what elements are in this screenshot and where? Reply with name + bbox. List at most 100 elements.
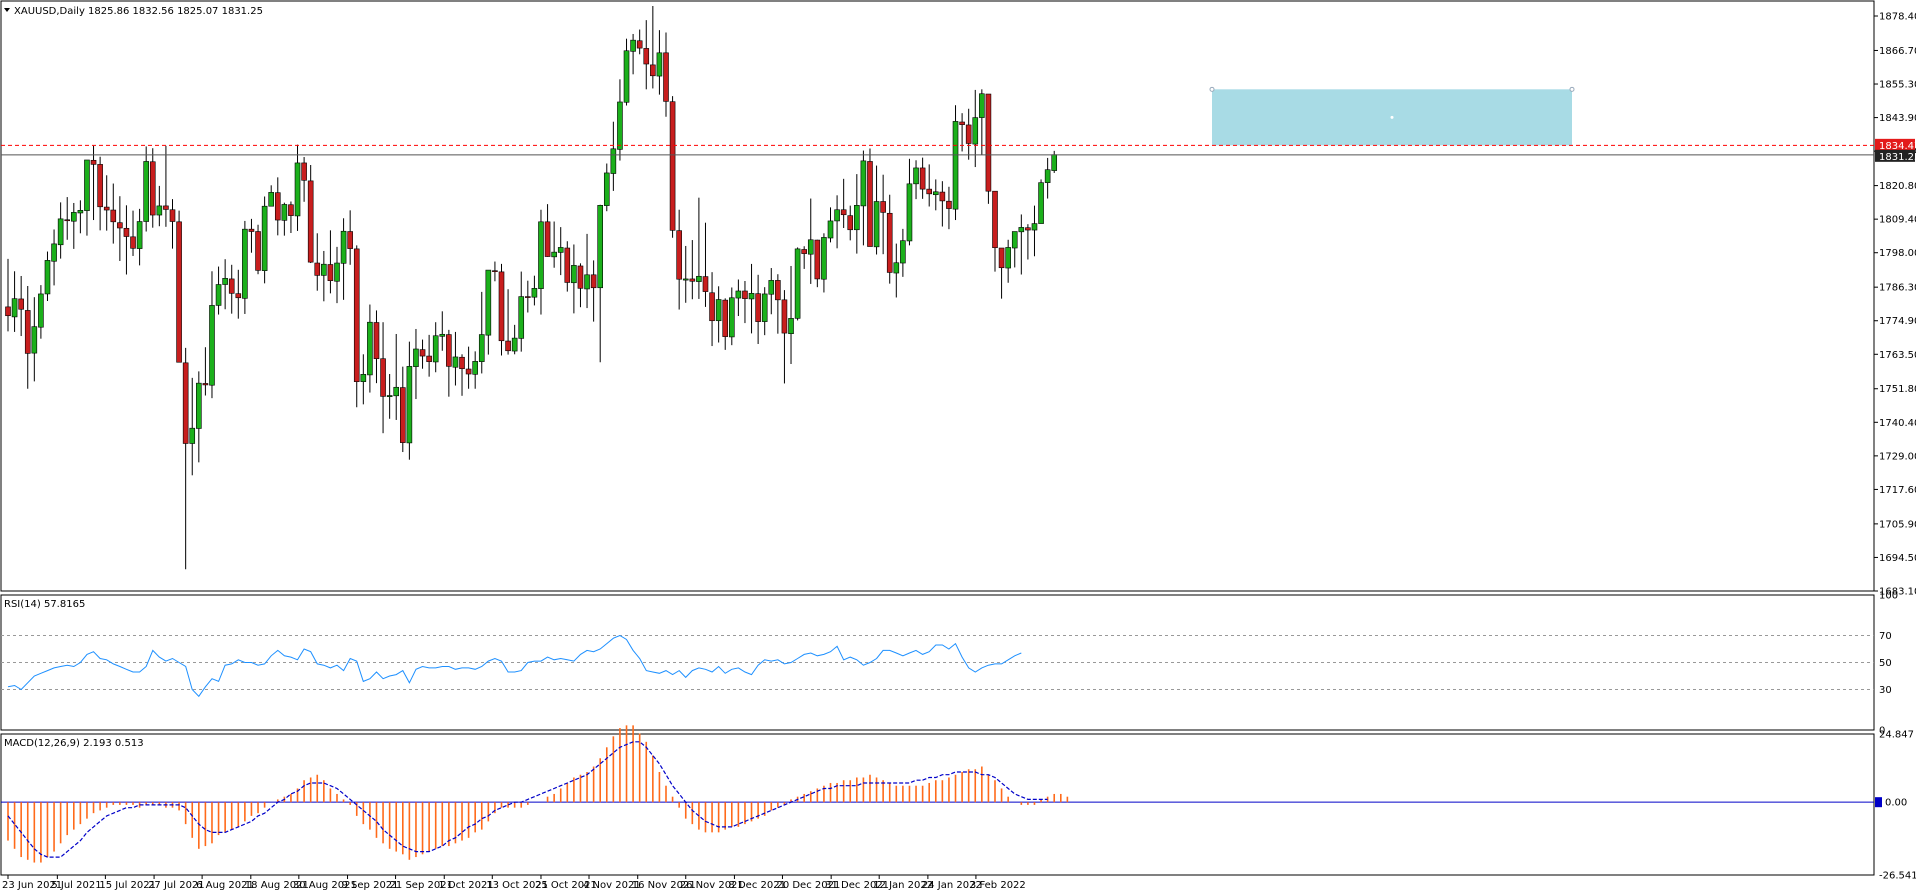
candle	[584, 233, 590, 309]
main-pane-frame	[0, 0, 1875, 592]
candle	[525, 280, 531, 313]
rsi-tick-label: 70	[1879, 631, 1892, 642]
price-axis: 1878.401866.701855.301843.901832.501820.…	[1874, 12, 1916, 598]
bull-candle-body	[1011, 231, 1018, 249]
bear-candle-body	[840, 209, 847, 216]
symbol-dropdown-arrow-icon[interactable]	[4, 8, 10, 12]
candle	[880, 174, 886, 255]
bull-candle-body	[1044, 169, 1051, 183]
candle	[130, 210, 136, 256]
bull-candle-body	[656, 52, 663, 77]
bear-candle-body	[985, 93, 992, 192]
bear-candle-body	[353, 248, 360, 382]
time-tick-label: 18 Aug 2021	[245, 880, 309, 891]
candle	[564, 241, 571, 292]
bull-candle-body	[630, 39, 636, 52]
candle	[946, 186, 952, 230]
bull-candle-body	[860, 160, 867, 207]
candle	[992, 190, 998, 272]
candle	[103, 175, 110, 231]
candle	[393, 333, 400, 420]
bear-candle-body	[992, 190, 998, 249]
candle	[274, 177, 281, 236]
bull-candle-body	[215, 284, 222, 306]
candle	[18, 275, 24, 337]
bear-candle-body	[307, 180, 314, 263]
bull-candle-body	[294, 162, 301, 217]
bull-candle-body	[242, 228, 248, 299]
candle	[952, 105, 959, 221]
bear-candle-body	[18, 298, 24, 310]
candle	[413, 328, 419, 400]
candle	[900, 228, 906, 277]
candle	[801, 246, 807, 269]
bull-candle-body	[406, 366, 413, 444]
candle	[728, 287, 735, 346]
time-tick-label: 23 Jun 2021	[2, 880, 62, 891]
bear-candle-body	[880, 201, 886, 213]
candle	[979, 89, 985, 155]
resistance-price-tag-label: 1834.47	[1879, 141, 1916, 152]
price-tick-label: 1798.00	[1879, 248, 1916, 259]
bear-candle-body	[525, 296, 531, 298]
candle	[314, 233, 321, 291]
candle	[84, 159, 90, 236]
bear-candle-body	[110, 209, 117, 223]
candle	[939, 181, 946, 227]
bear-candle-body	[847, 215, 854, 231]
time-tick-label: 4 Nov 2021	[583, 880, 641, 891]
candle	[406, 341, 413, 460]
candle	[176, 210, 182, 363]
candle	[518, 271, 525, 352]
price-tick-label: 1809.40	[1879, 215, 1916, 226]
rsi-tick-label: 0	[1879, 726, 1885, 737]
bull-candle-body	[538, 221, 544, 289]
bull-candle-body	[57, 218, 64, 246]
candle	[932, 179, 939, 211]
candle	[235, 269, 242, 319]
candle	[465, 346, 472, 389]
candle	[321, 250, 327, 302]
candle	[965, 108, 972, 160]
macd-signal-line	[7, 741, 1048, 858]
bull-candle-body	[906, 183, 913, 242]
ohlc-readout: 1825.86 1832.56 1825.07 1831.25	[88, 6, 263, 17]
candle	[696, 197, 702, 299]
candle	[682, 245, 689, 303]
bear-candle-body	[373, 322, 380, 360]
candle	[821, 233, 827, 293]
bull-candle-body	[432, 335, 439, 363]
bull-candle-body	[439, 333, 446, 337]
symbol-label[interactable]: XAUUSD,Daily	[14, 6, 85, 17]
price-tick-label: 1729.00	[1879, 451, 1916, 462]
candle	[196, 371, 202, 463]
candle	[755, 274, 761, 344]
zone-handle-top-left	[1209, 86, 1215, 92]
bear-candle-body	[399, 387, 406, 443]
bear-candle-body	[755, 293, 761, 322]
bull-candle-body	[196, 382, 202, 429]
time-tick-label: 16 Nov 2021	[632, 880, 696, 891]
candle	[742, 280, 748, 324]
bear-candle-body	[959, 121, 965, 125]
candle	[110, 183, 117, 244]
bull-candle-body	[761, 293, 768, 322]
bull-candle-body	[913, 167, 919, 185]
bear-candle-body	[722, 299, 729, 337]
bear-candle-body	[327, 264, 334, 281]
time-tick-label: 30 Aug 2021	[293, 880, 357, 891]
bull-candle-body	[71, 212, 77, 222]
candle	[156, 185, 163, 227]
bear-candle-body	[919, 167, 926, 190]
candle	[485, 269, 492, 355]
bull-candle-body	[84, 159, 90, 211]
bear-candle-body	[288, 204, 294, 216]
candle	[926, 164, 933, 207]
bear-candle-body	[419, 349, 426, 357]
bear-candle-body	[248, 228, 255, 232]
bull-candle-body	[972, 117, 979, 145]
time-tick-label: 25 Oct 2021	[535, 880, 597, 891]
candle	[972, 89, 979, 168]
bull-candle-body	[334, 262, 340, 282]
bear-candle-body	[636, 40, 643, 49]
